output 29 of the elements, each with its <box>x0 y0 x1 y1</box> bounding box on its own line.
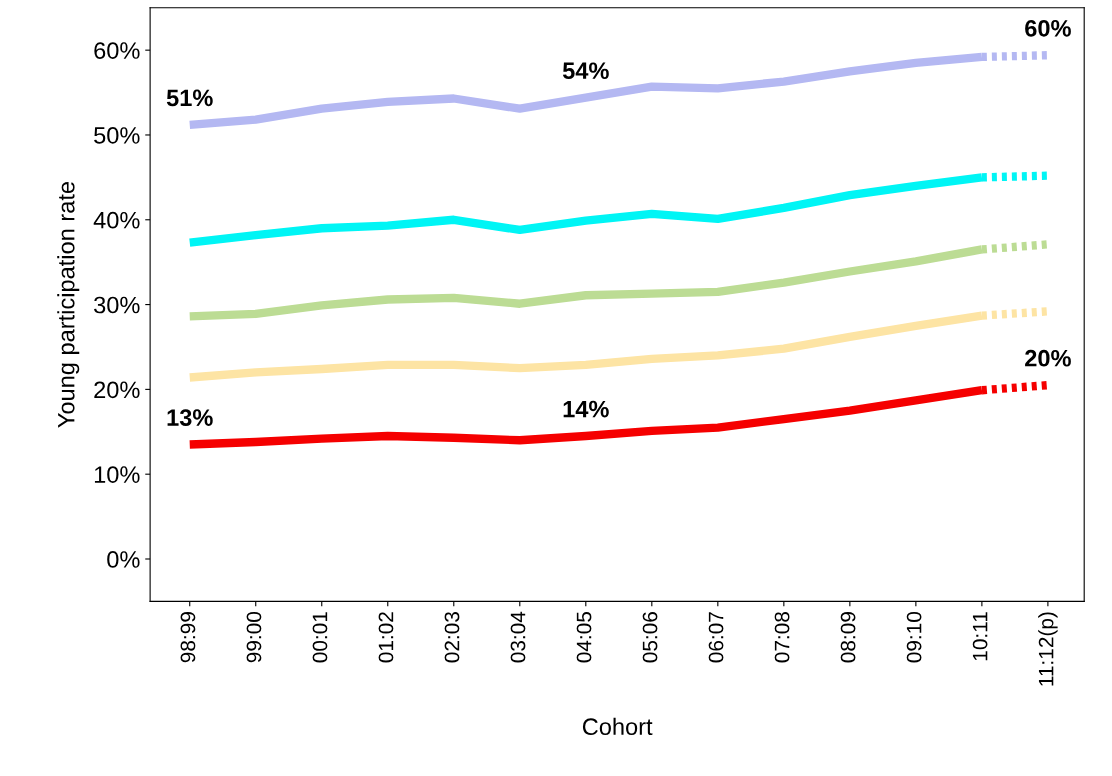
x-tick-label: 11:12(p) <box>1038 612 1058 686</box>
x-tick-label: 06:07 <box>708 612 724 663</box>
y-tick-label: 20% <box>94 381 140 399</box>
x-axis-title: Cohort <box>582 717 653 736</box>
x-tick-label: 01:02 <box>378 612 394 663</box>
y-axis-title: Young participation rate <box>57 182 80 428</box>
annotation: 51% <box>166 89 213 107</box>
x-tick-label: 02:03 <box>444 612 460 663</box>
annotation: 20% <box>1025 349 1071 367</box>
annotation: 60% <box>1025 19 1071 37</box>
annotation: 14% <box>563 400 609 418</box>
y-tick-label: 50% <box>94 127 140 144</box>
y-tick-label: 40% <box>93 211 140 229</box>
y-tick-label: 0% <box>107 551 140 568</box>
x-tick-label: 07:08 <box>774 612 790 663</box>
x-tick-label: 08:09 <box>840 612 856 663</box>
x-tick-label: 03:04 <box>510 611 526 663</box>
y-tick-label: 10% <box>94 466 140 483</box>
annotation: 54% <box>562 62 609 80</box>
x-tick-label: 99:00 <box>246 611 262 663</box>
x-tick-label: 04:05 <box>576 611 592 663</box>
x-tick-label: 05:06 <box>642 612 658 663</box>
annotation: 13% <box>167 409 213 426</box>
y-tick-label: 60% <box>94 42 140 59</box>
x-tick-label: 09:10 <box>906 611 922 663</box>
x-tick-label: 00:01 <box>312 612 328 663</box>
y-tick-label: 30% <box>94 296 140 314</box>
x-tick-label: 98:99 <box>180 612 196 663</box>
x-tick-label: 10:11 <box>972 612 988 661</box>
